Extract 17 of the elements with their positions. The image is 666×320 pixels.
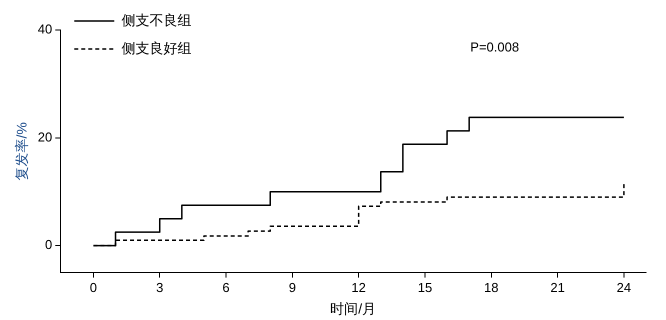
x-tick-label: 15 [418, 280, 432, 295]
x-tick-label: 9 [288, 280, 296, 295]
legend-label: 侧支良好组 [121, 40, 192, 56]
x-tick-label: 6 [222, 280, 230, 295]
x-tick-label: 3 [156, 280, 164, 295]
x-tick-label: 21 [550, 280, 565, 295]
y-tick-label: 0 [45, 237, 52, 252]
x-tick-label: 18 [484, 280, 499, 295]
x-tick-label: 12 [351, 280, 366, 295]
y-axis-title: 复发率/% [13, 122, 30, 180]
legend-label: 侧支不良组 [121, 12, 192, 28]
annotation: P=0.008 [470, 40, 520, 55]
x-tick-label: 24 [616, 280, 632, 295]
x-axis-title: 时间/月 [330, 300, 376, 316]
y-tick-label: 40 [38, 22, 52, 37]
y-tick-label: 20 [38, 129, 52, 144]
x-tick-label: 0 [90, 280, 98, 295]
